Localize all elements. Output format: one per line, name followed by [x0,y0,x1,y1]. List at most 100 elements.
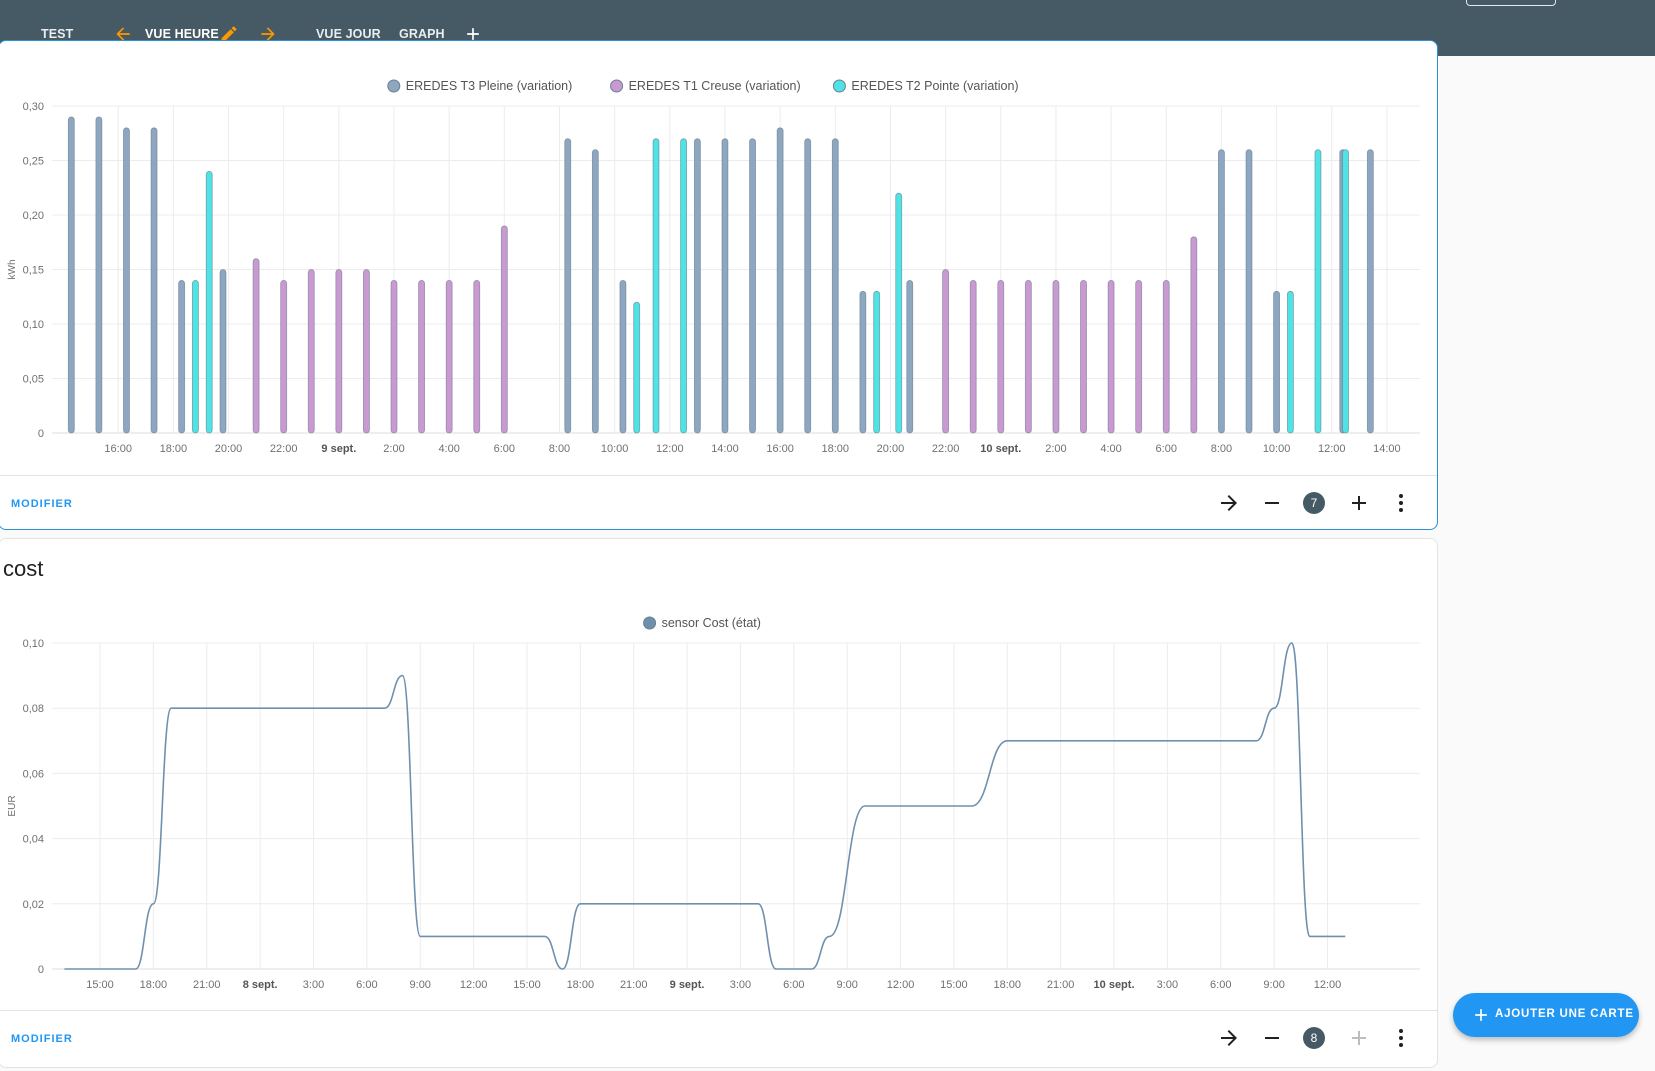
add-card-button[interactable]: AJOUTER UNE CARTE [1453,993,1639,1037]
more-vert-icon[interactable] [1389,1026,1413,1050]
bar [1081,280,1087,433]
x-tick-label: 8:00 [1211,443,1232,455]
x-tick-label: 18:00 [140,979,168,991]
bar [151,128,157,433]
x-tick-label: 20:00 [215,443,243,455]
bar [970,280,976,433]
x-tick-label: 9 sept. [321,443,356,455]
x-tick-label: 21:00 [193,979,221,991]
bar [1367,150,1373,433]
bar [565,139,571,433]
bar [123,128,129,433]
x-tick-label: 6:00 [1156,443,1177,455]
y-tick-label: 0,04 [23,834,44,846]
bar [1246,150,1252,433]
move-arrow-icon[interactable] [1217,1026,1241,1050]
y-tick-label: 0,08 [23,703,44,715]
x-tick-label: 20:00 [877,443,905,455]
energy-bar-chart: EREDES T3 Pleine (variation)EREDES T1 Cr… [0,60,1440,480]
x-tick-label: 3:00 [303,979,324,991]
y-tick-label: 0,15 [23,265,44,277]
bar [681,139,687,433]
more-vert-icon[interactable] [1389,491,1413,515]
x-tick-label: 12:00 [887,979,915,991]
bar [1315,150,1321,433]
toolbar-done-button[interactable] [1466,0,1556,6]
modifier-button[interactable]: MODIFIER [11,1033,73,1045]
minus-icon[interactable] [1260,491,1284,515]
move-arrow-icon[interactable] [1217,491,1241,515]
bar [1053,280,1059,433]
x-tick-label: 2:00 [1045,443,1066,455]
legend-label: EREDES T3 Pleine (variation) [406,79,573,93]
x-tick-label: 14:00 [711,443,739,455]
bar [874,291,880,433]
bar [1163,280,1169,433]
x-tick-label: 18:00 [994,979,1022,991]
minus-icon[interactable] [1260,1026,1284,1050]
bar [206,171,212,433]
bar [1287,291,1293,433]
x-tick-label: 18:00 [567,979,595,991]
bar [363,270,369,434]
y-tick-label: 0,02 [23,899,44,911]
x-tick-label: 9:00 [836,979,857,991]
legend-swatch [388,80,400,92]
x-tick-label: 9:00 [410,979,431,991]
x-tick-label: 3:00 [1157,979,1178,991]
modifier-button[interactable]: MODIFIER [11,498,73,510]
bar [592,150,598,433]
bar [832,139,838,433]
x-tick-label: 9 sept. [670,979,705,991]
x-tick-label: 6:00 [1210,979,1231,991]
bar [943,270,949,434]
bar [896,193,902,433]
x-tick-label: 15:00 [513,979,541,991]
x-tick-label: 15:00 [86,979,114,991]
x-tick-label: 10:00 [1263,443,1291,455]
card-actions: MODIFIER 7 [0,475,1437,530]
x-tick-label: 22:00 [932,443,960,455]
x-tick-label: 12:00 [656,443,684,455]
x-tick-label: 14:00 [1373,443,1401,455]
x-tick-label: 15:00 [940,979,968,991]
y-tick-label: 0,25 [23,156,44,168]
bar [192,280,198,433]
bar [750,139,756,433]
bar [777,128,783,433]
legend-label: sensor Cost (état) [662,616,761,630]
x-tick-label: 22:00 [270,443,298,455]
bar [179,280,185,433]
plus-icon [1471,1005,1491,1025]
x-tick-label: 3:00 [730,979,751,991]
bar [96,117,102,433]
x-tick-label: 10 sept. [980,443,1021,455]
x-tick-label: 6:00 [356,979,377,991]
plus-icon-disabled [1347,1026,1371,1050]
x-tick-label: 4:00 [438,443,459,455]
y-axis-unit: kWh [7,260,18,280]
x-tick-label: 18:00 [822,443,850,455]
card-actions: MODIFIER 8 [0,1010,1437,1071]
cost-card-title: cost [3,556,43,582]
bar [446,280,452,433]
bar [998,280,1004,433]
x-tick-label: 12:00 [460,979,488,991]
bar [694,139,700,433]
bar [722,139,728,433]
y-tick-label: 0,06 [23,768,44,780]
x-tick-label: 12:00 [1314,979,1342,991]
x-tick-label: 21:00 [620,979,648,991]
x-tick-label: 18:00 [160,443,188,455]
y-tick-label: 0 [38,964,44,976]
x-tick-label: 8 sept. [243,979,278,991]
bar [620,280,626,433]
bar [907,280,913,433]
bar [336,270,342,434]
bar [391,280,397,433]
bar [653,139,659,433]
x-tick-label: 9:00 [1263,979,1284,991]
plus-icon[interactable] [1347,491,1371,515]
position-badge: 8 [1303,1027,1325,1049]
y-axis-unit: EUR [7,795,18,816]
